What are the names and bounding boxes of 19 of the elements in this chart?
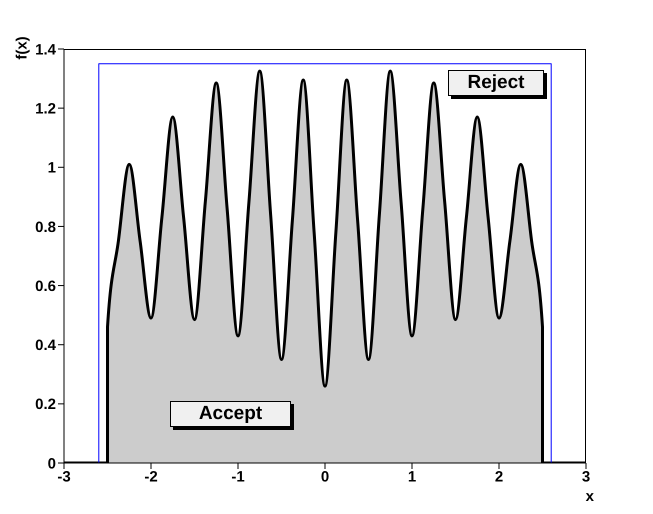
y-axis-title: f(x) [14,36,30,60]
y-tick-label: 0.4 [35,337,57,354]
x-tick-label: 1 [408,468,416,486]
y-tick-label: 1.2 [35,100,56,118]
y-tick-label: 0.2 [35,396,56,414]
x-tick-label: -1 [231,468,245,486]
y-tick-label: 0 [48,455,56,472]
x-tick-label: 0 [320,468,330,486]
x-axis-title: x [586,488,595,505]
y-tick-label: 1.4 [35,41,57,58]
x-tick-label: 3 [582,468,590,486]
y-tick-label: 0.8 [35,218,56,236]
x-tick-label: 2 [494,468,504,486]
x-tick-label: -3 [57,468,71,486]
annotation: Reject [448,70,544,96]
annotation: Accept [170,401,291,427]
y-tick-label: 0.6 [35,278,56,295]
x-tick-label: -2 [144,468,158,486]
y-tick-label: 1 [48,160,56,177]
